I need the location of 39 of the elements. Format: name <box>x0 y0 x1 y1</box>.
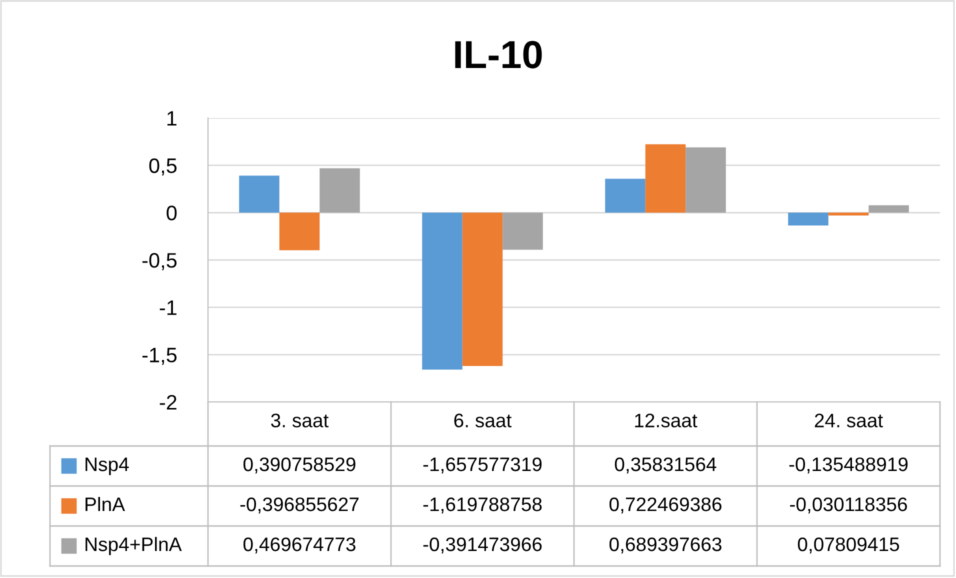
bar <box>868 205 909 213</box>
data-label: -1,657577319 <box>423 457 542 474</box>
legend-label: Nsp4+PlnA <box>86 536 182 556</box>
data-label: 0,722469386 <box>609 497 722 514</box>
y-tick-label: -1,5 <box>142 348 177 365</box>
bar <box>605 178 646 213</box>
bar <box>279 212 320 250</box>
bar <box>788 212 828 226</box>
data-label: 0,469674773 <box>243 537 356 554</box>
y-tick-label: 0 <box>166 206 177 220</box>
data-label: 0,390758529 <box>243 457 356 474</box>
data-label: -1,619788758 <box>423 497 542 514</box>
data-label: 0,07809415 <box>798 537 900 554</box>
bar <box>239 176 280 213</box>
x-tick-label: 12.saat <box>635 414 698 428</box>
bar <box>645 144 686 213</box>
y-tick-label: -0,5 <box>142 253 177 270</box>
legend-label: PlnA <box>86 496 126 512</box>
bar <box>422 212 462 370</box>
x-tick-label: 24. saat <box>814 414 883 428</box>
legend-label: Nsp4 <box>86 458 129 476</box>
x-tick-label: 6. saat <box>454 414 512 428</box>
data-label: -0,030118356 <box>790 497 907 514</box>
y-tick-label: -1 <box>160 300 176 315</box>
data-label: 0,35831564 <box>614 457 716 474</box>
bar <box>320 168 360 213</box>
y-tick-label: -2 <box>160 395 176 410</box>
bar <box>502 212 543 250</box>
chart-title: IL-10 <box>455 40 542 68</box>
data-label: -0,396855627 <box>240 497 359 514</box>
bar <box>828 212 869 216</box>
y-tick-label: 1 <box>167 111 176 126</box>
y-tick-label: 0,5 <box>149 158 177 176</box>
data-label: -0,391473966 <box>423 537 542 554</box>
data-label: 0,689397663 <box>609 537 722 554</box>
x-tick-label: 3. saat <box>271 414 329 428</box>
bar <box>462 212 503 366</box>
data-label: -0,135488919 <box>789 457 908 474</box>
bar <box>686 147 726 213</box>
